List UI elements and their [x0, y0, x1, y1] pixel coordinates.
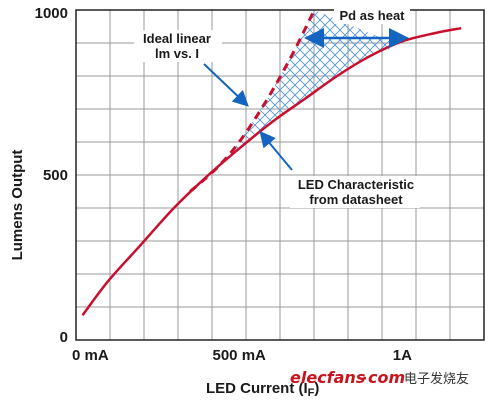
y-tick-label: 1000: [35, 5, 68, 22]
y-tick-label: 500: [43, 167, 68, 184]
y-axis-ticks: 0 500 1000: [35, 5, 68, 346]
svg-text:LED Characteristic: LED Characteristic: [298, 177, 414, 192]
x-tick-label: 1A: [393, 347, 412, 364]
x-axis-label: LED Current (IF): [206, 380, 319, 399]
svg-text:from datasheet: from datasheet: [309, 192, 403, 207]
svg-text:lm vs. I: lm vs. I: [155, 46, 199, 61]
y-tick-label: 0: [60, 329, 68, 346]
annotation-ideal-linear: Ideal linear lm vs. I: [134, 30, 222, 62]
arrow-ideal-linear: [203, 63, 249, 107]
led-characteristic-curve: [81, 26, 462, 317]
svg-text:com: com: [368, 368, 405, 387]
svg-text:电子发烧友: 电子发烧友: [404, 371, 469, 387]
annotation-led-characteristic: LED Characteristic from datasheet: [290, 176, 420, 208]
x-tick-label: 0 mA: [72, 347, 109, 364]
svg-text:Ideal linear: Ideal linear: [143, 31, 211, 46]
annotation-pd-heat: Pd as heat: [334, 8, 410, 24]
watermark: elecfans · com 电子发烧友: [290, 368, 469, 387]
plot-frame: [75, 9, 485, 341]
pd-heat-region: [190, 10, 390, 192]
svg-text:·: ·: [362, 371, 367, 387]
svg-text:elecfans: elecfans: [290, 368, 365, 387]
x-axis-ticks: 0 mA 500 mA 1A: [72, 347, 412, 364]
arrow-led-characteristic: [259, 130, 293, 171]
x-tick-label: 500 mA: [213, 347, 267, 364]
y-axis-label: Lumens Output: [9, 150, 26, 261]
svg-text:Pd as heat: Pd as heat: [339, 8, 405, 23]
